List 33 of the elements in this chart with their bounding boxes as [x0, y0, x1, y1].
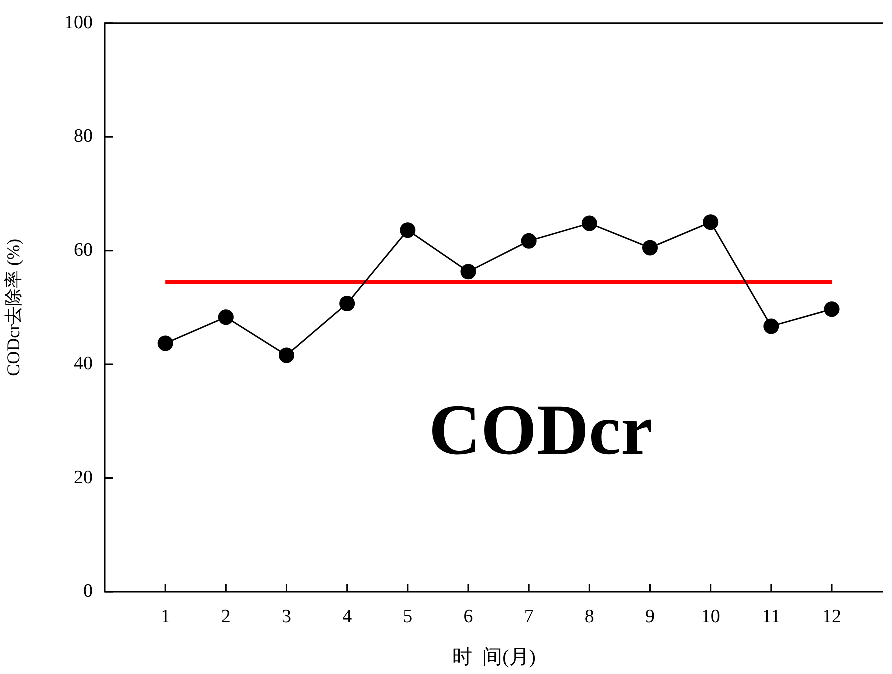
- y-tick-label: 0: [84, 580, 93, 602]
- x-tick-label: 4: [342, 606, 353, 628]
- point: [400, 222, 416, 238]
- point: [824, 302, 840, 318]
- point: [703, 214, 719, 230]
- point: [279, 348, 294, 364]
- point: [764, 318, 780, 334]
- point: [340, 296, 356, 312]
- x-tick-label: 7: [524, 606, 534, 628]
- x-tick-label: 11: [762, 606, 781, 628]
- y-tick-label: 80: [74, 126, 93, 148]
- x-tick-label: 6: [464, 606, 474, 628]
- y-tick-label: 60: [74, 240, 93, 261]
- point: [460, 264, 476, 280]
- x-tick-label: 3: [282, 606, 292, 628]
- point: [158, 336, 174, 352]
- y-tick-label: 20: [74, 467, 93, 488]
- y-tick-label: 100: [64, 12, 93, 34]
- x-tick-label: 2: [221, 606, 231, 628]
- point: [582, 216, 598, 232]
- x-tick-label: 5: [403, 606, 413, 628]
- x-tick-label: 12: [822, 606, 842, 628]
- point: [218, 310, 234, 326]
- point: [642, 240, 658, 256]
- x-tick-label: 9: [646, 606, 656, 628]
- point: [521, 233, 537, 249]
- y-axis-title: CODcr去除率 (%): [4, 238, 24, 376]
- x-axis-title: 时 间(月): [452, 646, 536, 668]
- annotation: CODcr: [429, 390, 653, 470]
- y-tick-label: 40: [74, 354, 93, 375]
- x-tick-label: 10: [701, 606, 720, 628]
- x-tick-label: 8: [584, 606, 594, 628]
- x-tick-label: 1: [160, 606, 170, 628]
